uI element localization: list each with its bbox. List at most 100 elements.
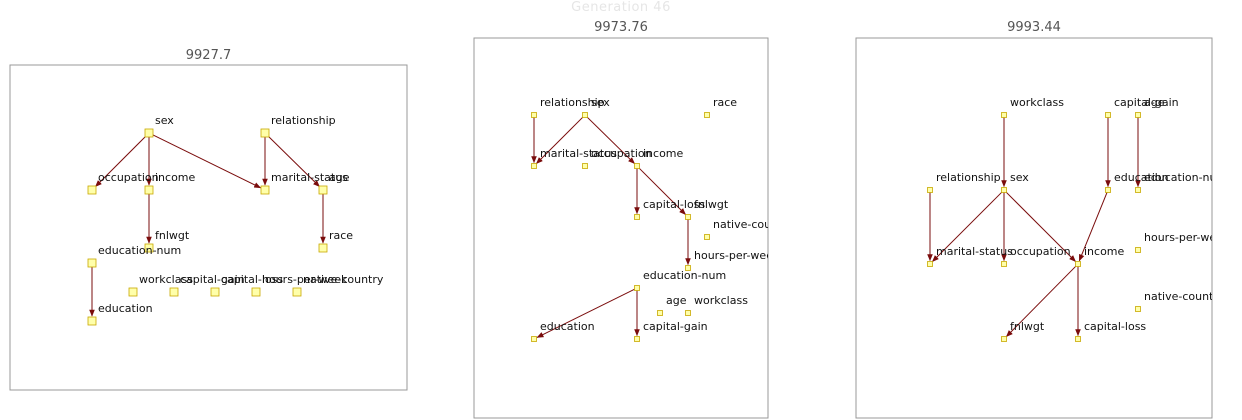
node-label-native-country: native-country	[713, 218, 794, 231]
edge-income-to-fnlwgt	[637, 166, 687, 216]
node-marital-status	[531, 163, 537, 169]
node-relationship	[531, 112, 537, 118]
node-label-sex: sex	[1010, 171, 1029, 184]
edge-sex-to-income	[1004, 190, 1077, 263]
node-label-sex: sex	[155, 114, 174, 127]
node-fnlwgt	[685, 214, 691, 220]
edge-education-num-to-education	[536, 288, 636, 338]
generation-title: Generation 46	[571, 0, 671, 15]
node-label-hours-per-week: hours-per-week	[262, 273, 348, 286]
node-age	[318, 185, 328, 195]
node-native-country	[292, 287, 302, 297]
node-education	[531, 336, 537, 342]
panel-2-score: 9973.76	[594, 20, 648, 35]
node-label-relationship: relationship	[936, 171, 1001, 184]
node-hours-per-week	[1135, 247, 1141, 253]
node-label-age: age	[666, 294, 687, 307]
node-label-age: age	[1144, 96, 1165, 109]
node-label-workclass: workclass	[1010, 96, 1064, 109]
node-label-capital-loss: capital-loss	[1084, 320, 1146, 333]
node-label-education-num: education-num	[98, 244, 181, 257]
node-label-hours-per-week: hours-per-week	[1144, 231, 1230, 244]
node-label-native-country: native-country	[1144, 290, 1225, 303]
node-label-occupation: occupation	[591, 147, 652, 160]
node-label-workclass: workclass	[694, 294, 748, 307]
node-label-fnlwgt: fnlwgt	[1010, 320, 1045, 333]
node-label-capital-gain: capital-gain	[1114, 96, 1179, 109]
panel-3-score: 9993.44	[1007, 20, 1061, 35]
node-workclass	[1001, 112, 1007, 118]
edge-income-to-fnlwgt	[1005, 264, 1078, 338]
node-label-race: race	[329, 229, 353, 242]
node-income	[1075, 261, 1081, 267]
node-capital-loss	[210, 287, 220, 297]
panel-2-frame	[473, 37, 769, 419]
node-relationship	[927, 187, 933, 193]
node-label-fnlwgt: fnlwgt	[694, 198, 729, 211]
node-label-sex: sex	[591, 96, 610, 109]
node-race	[318, 243, 328, 253]
node-capital-gain	[1105, 112, 1111, 118]
node-label-income: income	[1084, 245, 1125, 258]
node-label-marital-status: marital-status	[540, 147, 617, 160]
node-capital-gain	[169, 287, 179, 297]
node-native-country	[704, 234, 710, 240]
node-fnlwgt	[1001, 336, 1007, 342]
node-sex	[1001, 187, 1007, 193]
panel-3-frame	[855, 37, 1213, 419]
node-education-num	[634, 285, 640, 291]
node-capital-gain	[634, 336, 640, 342]
node-race	[704, 112, 710, 118]
node-capital-loss	[1075, 336, 1081, 342]
node-education	[87, 316, 97, 326]
node-sex	[582, 112, 588, 118]
node-label-income: income	[155, 171, 196, 184]
node-education-num	[87, 258, 97, 268]
node-label-occupation: occupation	[1010, 245, 1071, 258]
node-label-relationship: relationship	[271, 114, 336, 127]
node-native-country	[1135, 306, 1141, 312]
node-capital-loss	[634, 214, 640, 220]
edge-sex-to-marital-status	[931, 190, 1004, 263]
edge-relationship-to-age	[266, 134, 320, 187]
edge-sex-to-income	[585, 115, 636, 165]
node-hours-per-week	[685, 265, 691, 271]
node-hours-per-week	[251, 287, 261, 297]
node-label-education-num: education-num	[643, 269, 726, 282]
node-label-fnlwgt: fnlwgt	[155, 229, 190, 242]
node-label-education: education	[1114, 171, 1169, 184]
node-education-num	[1135, 187, 1141, 193]
node-occupation	[87, 185, 97, 195]
node-label-marital-status: marital-status	[271, 171, 348, 184]
node-income	[144, 185, 154, 195]
node-marital-status	[260, 185, 270, 195]
edge-sex-to-marital-status	[535, 115, 585, 165]
node-income	[634, 163, 640, 169]
panel-1-frame	[9, 64, 408, 391]
node-occupation	[1001, 261, 1007, 267]
edge-education-to-income	[1078, 191, 1108, 262]
node-marital-status	[927, 261, 933, 267]
node-label-occupation: occupation	[98, 171, 159, 184]
node-label-income: income	[643, 147, 684, 160]
node-education	[1105, 187, 1111, 193]
node-age	[1135, 112, 1141, 118]
node-label-capital-gain: capital-gain	[180, 273, 245, 286]
node-label-hours-per-week: hours-per-week	[694, 249, 780, 262]
node-label-education: education	[98, 302, 153, 315]
node-label-native-country: native-country	[303, 273, 384, 286]
node-label-race: race	[713, 96, 737, 109]
edge-sex-to-marital-status	[151, 133, 262, 189]
node-relationship	[260, 128, 270, 138]
node-workclass	[128, 287, 138, 297]
node-label-capital-loss: capital-loss	[221, 273, 283, 286]
node-label-workclass: workclass	[139, 273, 193, 286]
node-label-education-num: education-num	[1144, 171, 1227, 184]
node-label-relationship: relationship	[540, 96, 605, 109]
node-occupation	[582, 163, 588, 169]
node-label-capital-loss: capital-loss	[643, 198, 705, 211]
